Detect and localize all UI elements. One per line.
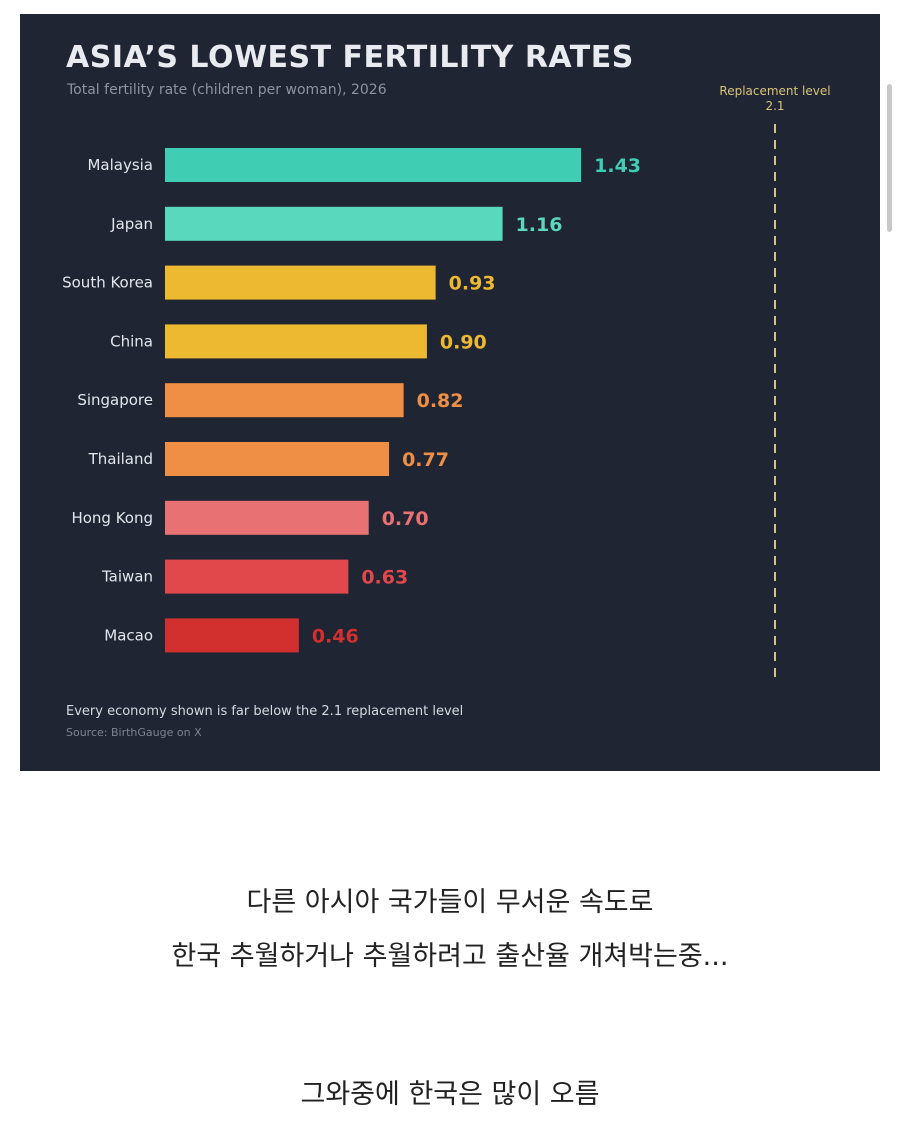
bar <box>165 383 404 418</box>
chart-footnote: Every economy shown is far below the 2.1… <box>66 704 464 719</box>
category-label: China <box>110 332 153 350</box>
chart-panel: ASIA’S LOWEST FERTILITY RATES Total fert… <box>20 14 880 771</box>
category-label: Thailand <box>88 450 153 468</box>
bar <box>165 206 503 241</box>
value-label: 0.63 <box>361 567 408 589</box>
category-label: Hong Kong <box>71 509 153 527</box>
category-label: Singapore <box>77 391 153 409</box>
category-label: Malaysia <box>87 156 153 174</box>
value-label: 1.16 <box>516 214 563 236</box>
replacement-level-text: Replacement level <box>719 84 831 98</box>
bar <box>165 559 349 594</box>
bar <box>165 324 427 359</box>
bar <box>165 500 369 535</box>
value-label: 0.46 <box>312 625 359 647</box>
bar-chart: Malaysia 1.43 Japan 1.16 South Korea 0.93 Chin… <box>62 124 776 679</box>
caption-line-2: 한국 추월하거나 추월하려고 출산율 개쳐박는중... <box>171 941 729 972</box>
category-label: Macao <box>104 626 153 644</box>
bar <box>165 618 299 653</box>
value-label: 0.70 <box>382 508 429 530</box>
value-label: 0.90 <box>440 331 487 353</box>
value-label: 0.93 <box>449 273 496 295</box>
category-label: Japan <box>110 215 153 233</box>
scrollbar[interactable] <box>887 84 892 232</box>
value-label: 1.43 <box>594 155 641 177</box>
caption-line-1: 다른 아시아 국가들이 무서운 속도로 <box>246 887 654 918</box>
bar <box>165 148 582 182</box>
bar <box>165 442 390 476</box>
chart-title: ASIA’S LOWEST FERTILITY RATES <box>66 40 634 75</box>
chart-source: Source: BirthGauge on X <box>66 726 202 739</box>
value-label: 0.82 <box>417 390 464 412</box>
chart-subtitle: Total fertility rate (children per woman… <box>67 82 387 98</box>
bar <box>165 265 436 300</box>
category-label: Taiwan <box>101 568 153 586</box>
category-label: South Korea <box>62 274 153 292</box>
replacement-level-value: 2.1 <box>765 99 785 113</box>
replacement-level-label: Replacement level 2.1 <box>710 84 840 114</box>
value-label: 0.77 <box>402 449 449 471</box>
caption-line-3: 그와중에 한국은 많이 오름 <box>300 1079 600 1110</box>
